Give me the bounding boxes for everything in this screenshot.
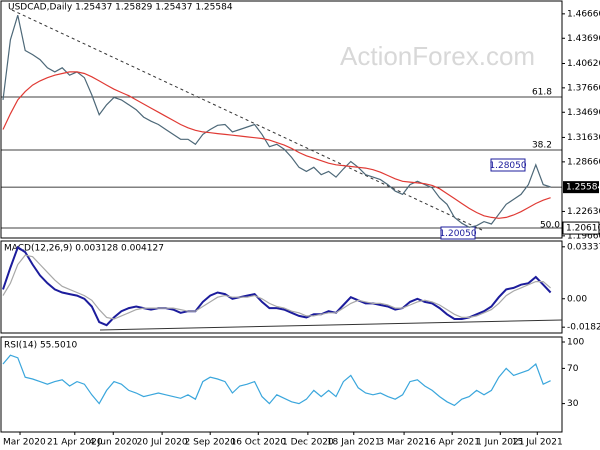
y-tick-label: 30 (567, 399, 579, 409)
price-panel (0, 0, 563, 239)
y-tick-label: 1.28660 (567, 157, 600, 167)
x-tick-label: 2 Sep 2020 (185, 438, 237, 448)
x-tick-label: 21 Apr 2020 (47, 438, 103, 448)
y-tick-label: 70 (567, 364, 579, 374)
fib-label: 50.0 (540, 221, 560, 231)
price-label: 1.25584 (566, 183, 600, 193)
fib-label: 38.2 (532, 141, 552, 151)
y-tick-label: 1.34690 (567, 108, 600, 118)
y-tick-label: 1.40620 (567, 59, 600, 69)
x-tick-label: 6 Mar 2020 (0, 438, 46, 448)
y-tick-label: 1.46660 (567, 9, 600, 19)
y-tick-label: 0.00 (567, 294, 587, 304)
annotation: 1.28050 (489, 161, 526, 171)
x-tick-label: 16 Oct 2020 (230, 438, 286, 448)
rsi-title: RSI(14) 55.5010 (4, 341, 77, 351)
watermark: ActionForex.com (340, 41, 535, 71)
annotation-box (490, 158, 526, 172)
x-tick-label: 3 Mar 2021 (378, 438, 429, 448)
annotation: 1.20050 (439, 229, 476, 239)
y-tick-label: 1.31630 (567, 133, 600, 143)
x-tick-label: 15 Jul 2021 (512, 438, 563, 448)
price-title: USDCAD,Daily 1.25437 1.25829 1.25437 1.2… (8, 3, 233, 13)
x-tick-label: 20 Jul 2020 (137, 438, 188, 448)
level-label: 1.20610 (566, 224, 600, 234)
x-tick-label: 1 Jun 2021 (476, 438, 524, 448)
fib-label: 61.8 (532, 88, 552, 98)
x-tick-label: 18 Jan 2021 (327, 438, 381, 448)
series-line (2, 354, 551, 407)
price-box (563, 181, 599, 194)
y-tick-label: 100 (567, 338, 584, 348)
y-tick-label: 1.43690 (567, 34, 600, 44)
series-line (2, 254, 551, 320)
y-tick-label: 0.03337 (567, 242, 600, 252)
macd-panel (0, 240, 563, 334)
y-tick-label: 1.22630 (567, 207, 600, 217)
macd-title: MACD(12,26,9) 0.003128 0.004127 (4, 244, 164, 254)
series-line (2, 71, 551, 219)
level-box (562, 221, 600, 235)
annotation-box (440, 226, 476, 240)
x-tick-label: 1 Dec 2020 (282, 438, 334, 448)
series-line (2, 15, 551, 228)
series-line (2, 245, 552, 327)
y-tick-label: 1.19660 (567, 231, 600, 241)
trend-line (99, 319, 563, 331)
x-tick-label: 4 Jun 2020 (89, 438, 138, 448)
y-tick-label: 1.37660 (567, 83, 600, 93)
x-tick-label: 16 Apr 2021 (424, 438, 480, 448)
y-tick-label: -0.018262 (567, 323, 600, 333)
rsi-panel (0, 336, 563, 433)
